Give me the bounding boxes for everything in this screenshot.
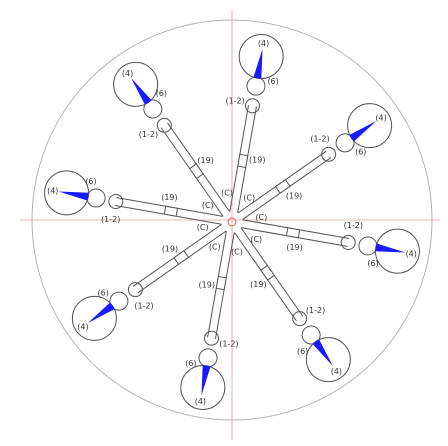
center-label: (C) bbox=[243, 194, 255, 203]
arm-5: (4) (6) (1-2) (19) (C) bbox=[180, 231, 243, 410]
link-label: (1-2) bbox=[225, 97, 244, 106]
link-circle bbox=[321, 146, 337, 162]
collar-label: (6) bbox=[355, 147, 366, 156]
link-circle bbox=[204, 330, 220, 346]
joint-block bbox=[260, 264, 275, 281]
link-circle bbox=[156, 117, 172, 133]
joint-label: (19) bbox=[286, 192, 302, 201]
collar-circle bbox=[109, 291, 129, 311]
collar-label: (6) bbox=[367, 259, 378, 268]
collar-circle bbox=[246, 76, 266, 96]
collar-label: (6) bbox=[98, 289, 109, 298]
joint-block bbox=[215, 275, 227, 291]
disc-label: (4) bbox=[195, 397, 206, 406]
link-label: (1-2) bbox=[310, 134, 329, 143]
collar-circle bbox=[198, 348, 218, 368]
link-label: (1-2) bbox=[101, 215, 120, 224]
tip-wedge bbox=[312, 339, 333, 367]
joint-block bbox=[285, 227, 301, 239]
collar-label: (6) bbox=[156, 89, 167, 98]
arm-8: (4) (6) (1-2) (19) (C) bbox=[113, 61, 230, 217]
center-label: (C) bbox=[197, 223, 209, 232]
joint-block bbox=[274, 179, 291, 194]
disc-circle bbox=[71, 295, 117, 341]
collar-label: (6) bbox=[85, 177, 96, 186]
collar-circle bbox=[86, 188, 106, 208]
link-label: (1-2) bbox=[306, 306, 325, 315]
joint-label: (19) bbox=[162, 244, 178, 253]
link-circle bbox=[244, 98, 260, 114]
joint-label: (19) bbox=[199, 281, 215, 290]
tip-wedge bbox=[375, 243, 406, 253]
disc-circle bbox=[305, 337, 351, 383]
link-circle bbox=[292, 311, 308, 327]
center-hub bbox=[227, 217, 237, 227]
disc-label: (4) bbox=[258, 39, 269, 48]
tip-wedge bbox=[131, 77, 152, 105]
link-label: (1-2) bbox=[219, 339, 238, 348]
arm-7: (4) (6) (1-2) (19) (C) bbox=[44, 170, 223, 232]
tip-wedge bbox=[87, 302, 115, 323]
disc-label: (4) bbox=[77, 322, 88, 331]
collar-circle bbox=[358, 236, 378, 256]
arm-group: (4)(6)(1-2)(19)(C)(4)(6)(1-2)(19)(C)(4)(… bbox=[44, 34, 420, 410]
center-label: (C) bbox=[202, 201, 214, 210]
tip-wedge bbox=[58, 191, 89, 201]
disc-label: (4) bbox=[375, 114, 386, 123]
link-label: (1-2) bbox=[139, 130, 158, 139]
tip-wedge bbox=[201, 365, 211, 396]
joint-block bbox=[173, 250, 190, 265]
disc-circle bbox=[347, 103, 393, 149]
tip-wedge bbox=[253, 48, 263, 79]
arm-3: (4) (6) (1-2) (19) (C) bbox=[241, 213, 420, 274]
joint-label: (19) bbox=[161, 193, 177, 202]
center-label: (C) bbox=[231, 247, 243, 256]
joint-block bbox=[189, 163, 204, 180]
joint-label: (19) bbox=[249, 155, 265, 164]
joint-label: (19) bbox=[286, 243, 302, 252]
disc-label: (4) bbox=[47, 186, 58, 195]
disc-label: (4) bbox=[406, 250, 417, 259]
center-label: (C) bbox=[221, 189, 233, 198]
collar-circle bbox=[335, 133, 355, 153]
link-label: (1-2) bbox=[344, 221, 363, 230]
center-label: (C) bbox=[250, 235, 262, 244]
arm-2: (4) (6) (1-2) (19) (C) bbox=[237, 103, 393, 220]
joint-label: (19) bbox=[250, 280, 266, 289]
disc-label: (4) bbox=[331, 367, 342, 376]
joint-block bbox=[163, 205, 179, 217]
link-circle bbox=[108, 194, 124, 210]
arm-1: (4) (6) (1-2) (19) (C) bbox=[221, 34, 284, 213]
joint-label: (19) bbox=[197, 156, 213, 165]
disc-label: (4) bbox=[122, 69, 133, 78]
collar-label: (6) bbox=[297, 347, 308, 356]
disc-circle bbox=[113, 61, 159, 107]
collar-label: (6) bbox=[267, 77, 278, 86]
tip-wedge bbox=[349, 121, 377, 142]
link-label: (1-2) bbox=[134, 302, 153, 311]
joint-block bbox=[237, 153, 249, 169]
collar-circle bbox=[143, 99, 163, 119]
collar-circle bbox=[301, 325, 321, 345]
link-circle bbox=[340, 234, 356, 250]
link-circle bbox=[127, 282, 143, 298]
arm-6: (4) (6) (1-2) (19) (C) bbox=[71, 224, 227, 341]
arm-4: (4) (6) (1-2) (19) (C) bbox=[234, 227, 351, 383]
collar-label: (6) bbox=[185, 359, 196, 368]
center-label: (C) bbox=[255, 213, 267, 222]
center-label: (C) bbox=[209, 242, 221, 251]
